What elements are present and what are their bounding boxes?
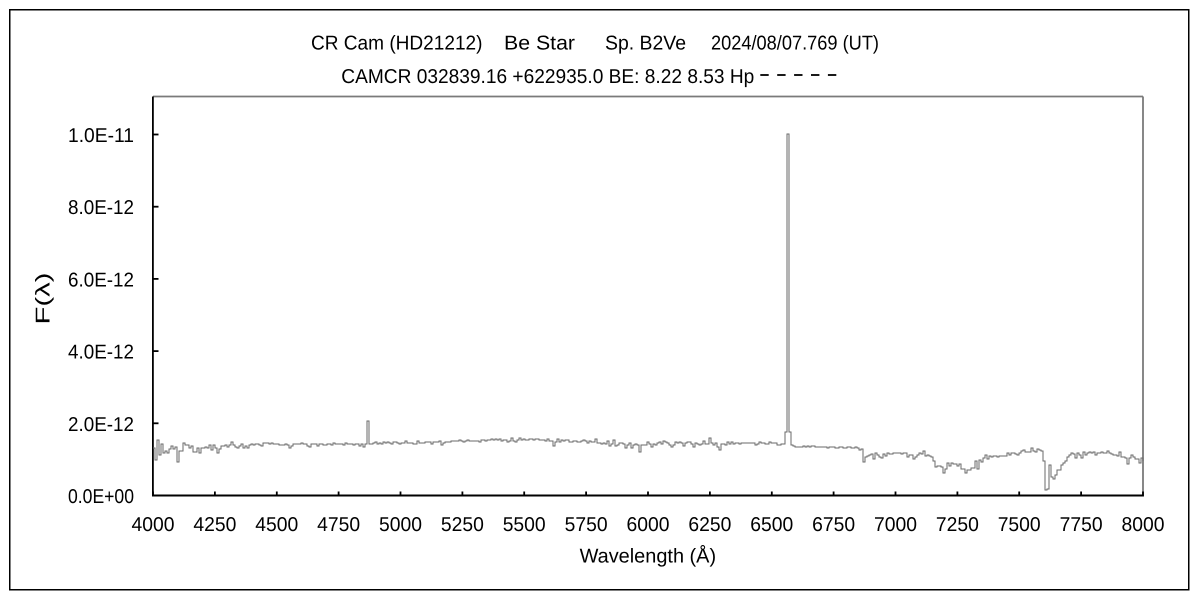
svg-text:6750: 6750 [812, 514, 855, 536]
svg-text:Wavelength (Å): Wavelength (Å) [580, 545, 717, 568]
svg-text:CR Cam (HD21212): CR Cam (HD21212) [311, 33, 483, 55]
svg-text:6000: 6000 [627, 514, 670, 536]
svg-text:5500: 5500 [503, 514, 546, 536]
svg-text:2024/08/07.769 (UT): 2024/08/07.769 (UT) [711, 33, 879, 55]
svg-text:5750: 5750 [565, 514, 608, 536]
svg-text:6500: 6500 [750, 514, 793, 536]
svg-text:0.0E+00: 0.0E+00 [68, 486, 134, 508]
svg-text:4250: 4250 [193, 514, 236, 536]
svg-text:4750: 4750 [317, 514, 360, 536]
svg-text:4500: 4500 [255, 514, 298, 536]
svg-text:4000: 4000 [132, 514, 175, 536]
svg-text:8000: 8000 [1122, 514, 1165, 536]
svg-text:1.0E-11: 1.0E-11 [68, 125, 134, 147]
svg-text:7250: 7250 [936, 514, 979, 536]
svg-text:5000: 5000 [379, 514, 422, 536]
svg-text:Sp. B2Ve: Sp. B2Ve [605, 33, 686, 55]
svg-text:8.0E-12: 8.0E-12 [68, 197, 134, 219]
svg-text:6250: 6250 [688, 514, 731, 536]
svg-text:4.0E-12: 4.0E-12 [68, 342, 134, 364]
svg-text:2.0E-12: 2.0E-12 [68, 414, 134, 436]
svg-text:CAMCR 032839.16 +622935.0 BE:: CAMCR 032839.16 +622935.0 BE: 8.22 8.53 … [341, 66, 754, 88]
svg-text:F(λ): F(λ) [33, 273, 55, 325]
svg-text:7500: 7500 [998, 514, 1041, 536]
svg-text:6.0E-12: 6.0E-12 [68, 269, 134, 291]
svg-text:7000: 7000 [874, 514, 917, 536]
svg-text:Be Star: Be Star [504, 33, 575, 55]
svg-text:7750: 7750 [1060, 514, 1103, 536]
svg-text:5250: 5250 [441, 514, 484, 536]
